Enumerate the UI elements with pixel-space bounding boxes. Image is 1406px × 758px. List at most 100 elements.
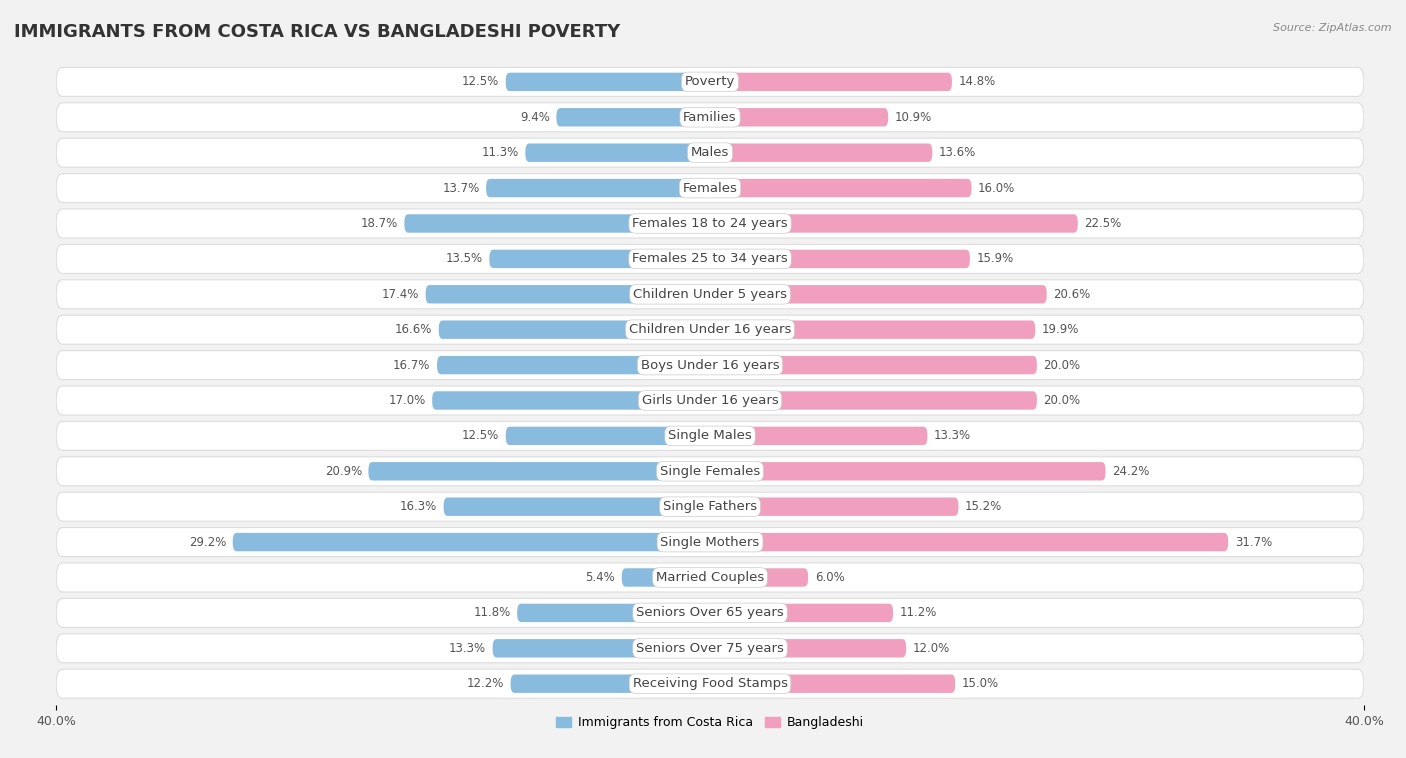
- FancyBboxPatch shape: [710, 568, 808, 587]
- FancyBboxPatch shape: [710, 179, 972, 197]
- FancyBboxPatch shape: [56, 669, 1364, 698]
- Text: 12.5%: 12.5%: [463, 75, 499, 89]
- FancyBboxPatch shape: [510, 675, 710, 693]
- Text: 24.2%: 24.2%: [1112, 465, 1150, 478]
- Text: 10.9%: 10.9%: [894, 111, 932, 124]
- Text: Poverty: Poverty: [685, 75, 735, 89]
- FancyBboxPatch shape: [517, 603, 710, 622]
- FancyBboxPatch shape: [710, 391, 1038, 409]
- FancyBboxPatch shape: [56, 174, 1364, 202]
- Text: Source: ZipAtlas.com: Source: ZipAtlas.com: [1274, 23, 1392, 33]
- Text: Boys Under 16 years: Boys Under 16 years: [641, 359, 779, 371]
- Text: 15.9%: 15.9%: [976, 252, 1014, 265]
- Text: 20.6%: 20.6%: [1053, 288, 1091, 301]
- Text: 17.4%: 17.4%: [381, 288, 419, 301]
- Text: 15.2%: 15.2%: [965, 500, 1002, 513]
- FancyBboxPatch shape: [489, 249, 710, 268]
- FancyBboxPatch shape: [710, 285, 1046, 303]
- Text: Children Under 16 years: Children Under 16 years: [628, 323, 792, 337]
- Text: 13.6%: 13.6%: [939, 146, 976, 159]
- Text: 12.5%: 12.5%: [463, 429, 499, 443]
- Text: 16.0%: 16.0%: [979, 182, 1015, 195]
- Text: 13.3%: 13.3%: [449, 642, 486, 655]
- FancyBboxPatch shape: [710, 603, 893, 622]
- Text: Females: Females: [682, 182, 738, 195]
- FancyBboxPatch shape: [56, 244, 1364, 274]
- FancyBboxPatch shape: [56, 280, 1364, 309]
- Text: Receiving Food Stamps: Receiving Food Stamps: [633, 677, 787, 691]
- FancyBboxPatch shape: [56, 492, 1364, 522]
- Text: Seniors Over 65 years: Seniors Over 65 years: [636, 606, 785, 619]
- FancyBboxPatch shape: [710, 427, 928, 445]
- Text: 15.0%: 15.0%: [962, 677, 998, 691]
- FancyBboxPatch shape: [710, 675, 955, 693]
- FancyBboxPatch shape: [710, 356, 1038, 374]
- Text: Males: Males: [690, 146, 730, 159]
- Text: 22.5%: 22.5%: [1084, 217, 1122, 230]
- Text: Single Fathers: Single Fathers: [664, 500, 756, 513]
- Text: Single Mothers: Single Mothers: [661, 536, 759, 549]
- FancyBboxPatch shape: [486, 179, 710, 197]
- FancyBboxPatch shape: [492, 639, 710, 657]
- FancyBboxPatch shape: [432, 391, 710, 409]
- Text: Families: Families: [683, 111, 737, 124]
- Text: Seniors Over 75 years: Seniors Over 75 years: [636, 642, 785, 655]
- FancyBboxPatch shape: [710, 249, 970, 268]
- Text: 18.7%: 18.7%: [360, 217, 398, 230]
- Text: Married Couples: Married Couples: [657, 571, 763, 584]
- FancyBboxPatch shape: [444, 497, 710, 516]
- FancyBboxPatch shape: [710, 215, 1078, 233]
- FancyBboxPatch shape: [56, 103, 1364, 132]
- FancyBboxPatch shape: [437, 356, 710, 374]
- FancyBboxPatch shape: [405, 215, 710, 233]
- FancyBboxPatch shape: [710, 497, 959, 516]
- Text: 19.9%: 19.9%: [1042, 323, 1080, 337]
- Text: 13.5%: 13.5%: [446, 252, 482, 265]
- FancyBboxPatch shape: [56, 209, 1364, 238]
- FancyBboxPatch shape: [557, 108, 710, 127]
- Text: 13.7%: 13.7%: [443, 182, 479, 195]
- FancyBboxPatch shape: [710, 462, 1105, 481]
- FancyBboxPatch shape: [56, 67, 1364, 96]
- FancyBboxPatch shape: [56, 421, 1364, 450]
- Text: Single Females: Single Females: [659, 465, 761, 478]
- FancyBboxPatch shape: [233, 533, 710, 551]
- FancyBboxPatch shape: [710, 108, 889, 127]
- FancyBboxPatch shape: [56, 351, 1364, 380]
- Legend: Immigrants from Costa Rica, Bangladeshi: Immigrants from Costa Rica, Bangladeshi: [551, 711, 869, 735]
- FancyBboxPatch shape: [710, 321, 1035, 339]
- Text: 16.3%: 16.3%: [399, 500, 437, 513]
- FancyBboxPatch shape: [56, 563, 1364, 592]
- Text: 6.0%: 6.0%: [814, 571, 845, 584]
- Text: 20.0%: 20.0%: [1043, 394, 1081, 407]
- Text: Children Under 5 years: Children Under 5 years: [633, 288, 787, 301]
- FancyBboxPatch shape: [368, 462, 710, 481]
- Text: 16.7%: 16.7%: [394, 359, 430, 371]
- FancyBboxPatch shape: [621, 568, 710, 587]
- FancyBboxPatch shape: [56, 528, 1364, 556]
- FancyBboxPatch shape: [439, 321, 710, 339]
- FancyBboxPatch shape: [506, 427, 710, 445]
- Text: 12.2%: 12.2%: [467, 677, 505, 691]
- FancyBboxPatch shape: [56, 315, 1364, 344]
- Text: 12.0%: 12.0%: [912, 642, 950, 655]
- Text: 11.2%: 11.2%: [900, 606, 936, 619]
- Text: 31.7%: 31.7%: [1234, 536, 1272, 549]
- Text: IMMIGRANTS FROM COSTA RICA VS BANGLADESHI POVERTY: IMMIGRANTS FROM COSTA RICA VS BANGLADESH…: [14, 23, 620, 41]
- FancyBboxPatch shape: [710, 73, 952, 91]
- Text: 13.3%: 13.3%: [934, 429, 972, 443]
- Text: 11.3%: 11.3%: [481, 146, 519, 159]
- FancyBboxPatch shape: [56, 138, 1364, 168]
- FancyBboxPatch shape: [506, 73, 710, 91]
- FancyBboxPatch shape: [426, 285, 710, 303]
- FancyBboxPatch shape: [56, 634, 1364, 662]
- FancyBboxPatch shape: [56, 457, 1364, 486]
- Text: Females 25 to 34 years: Females 25 to 34 years: [633, 252, 787, 265]
- Text: 20.0%: 20.0%: [1043, 359, 1081, 371]
- FancyBboxPatch shape: [56, 386, 1364, 415]
- FancyBboxPatch shape: [710, 533, 1229, 551]
- FancyBboxPatch shape: [710, 143, 932, 162]
- Text: 17.0%: 17.0%: [388, 394, 426, 407]
- Text: 20.9%: 20.9%: [325, 465, 361, 478]
- FancyBboxPatch shape: [526, 143, 710, 162]
